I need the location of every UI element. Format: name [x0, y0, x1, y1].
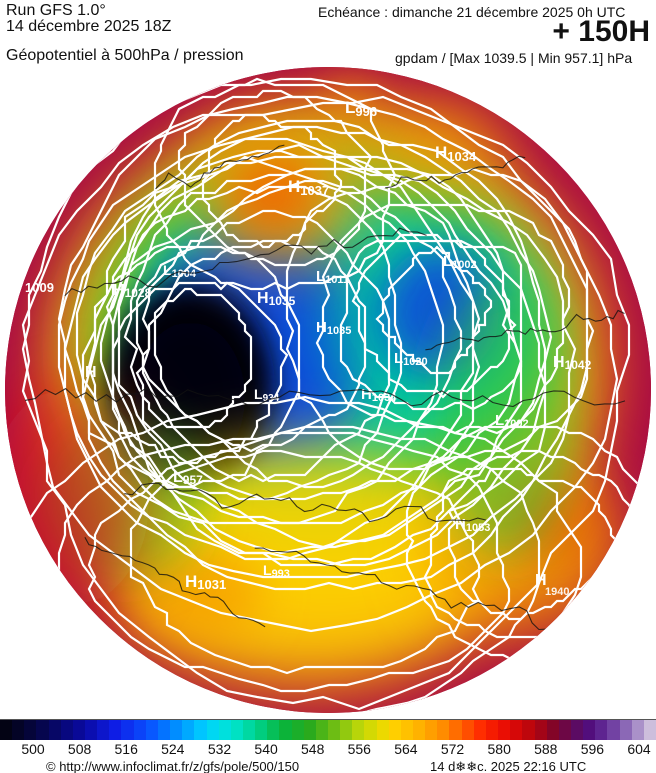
svg-text:1940: 1940: [545, 586, 569, 598]
svg-text:L: L: [615, 189, 624, 206]
svg-text:1009: 1009: [25, 280, 54, 295]
svg-text:H: H: [85, 364, 97, 381]
